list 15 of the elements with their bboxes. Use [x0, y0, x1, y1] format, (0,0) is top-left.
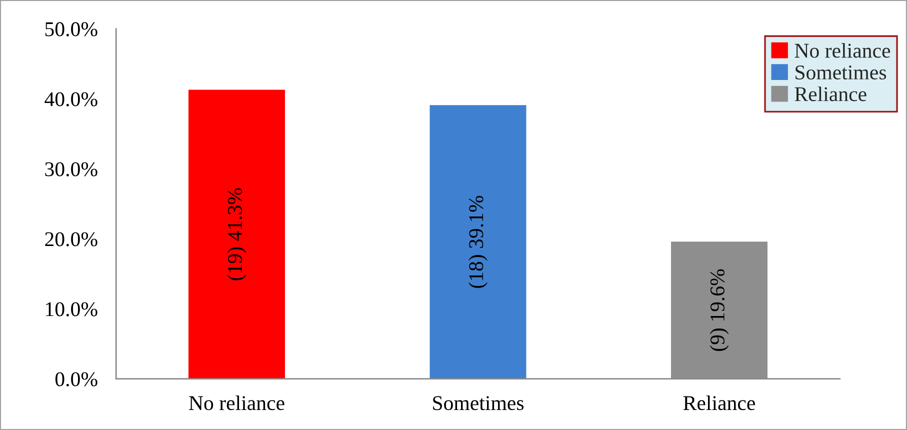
legend-label: Reliance — [794, 86, 866, 102]
data-label: (9) 19.6% — [710, 269, 729, 351]
x-tick-label: No reliance — [189, 395, 284, 410]
legend-label: No reliance — [794, 43, 890, 58]
y-tick-label: 20.0% — [45, 232, 98, 246]
x-tick-label: Sometimes — [433, 396, 524, 410]
y-tick-label: 50.0% — [45, 22, 98, 36]
y-tick-label: 30.0% — [45, 162, 98, 176]
legend-label: Sometimes — [796, 66, 886, 80]
x-tick-label: Reliance — [683, 395, 755, 410]
y-tick-label: 0.0% — [55, 372, 98, 386]
data-label: (19) 41.3% — [227, 188, 246, 280]
data-label: (18) 39.1% — [468, 196, 488, 288]
y-tick-label: 40.0% — [44, 92, 98, 106]
y-tick-label: 10.0% — [46, 302, 98, 316]
